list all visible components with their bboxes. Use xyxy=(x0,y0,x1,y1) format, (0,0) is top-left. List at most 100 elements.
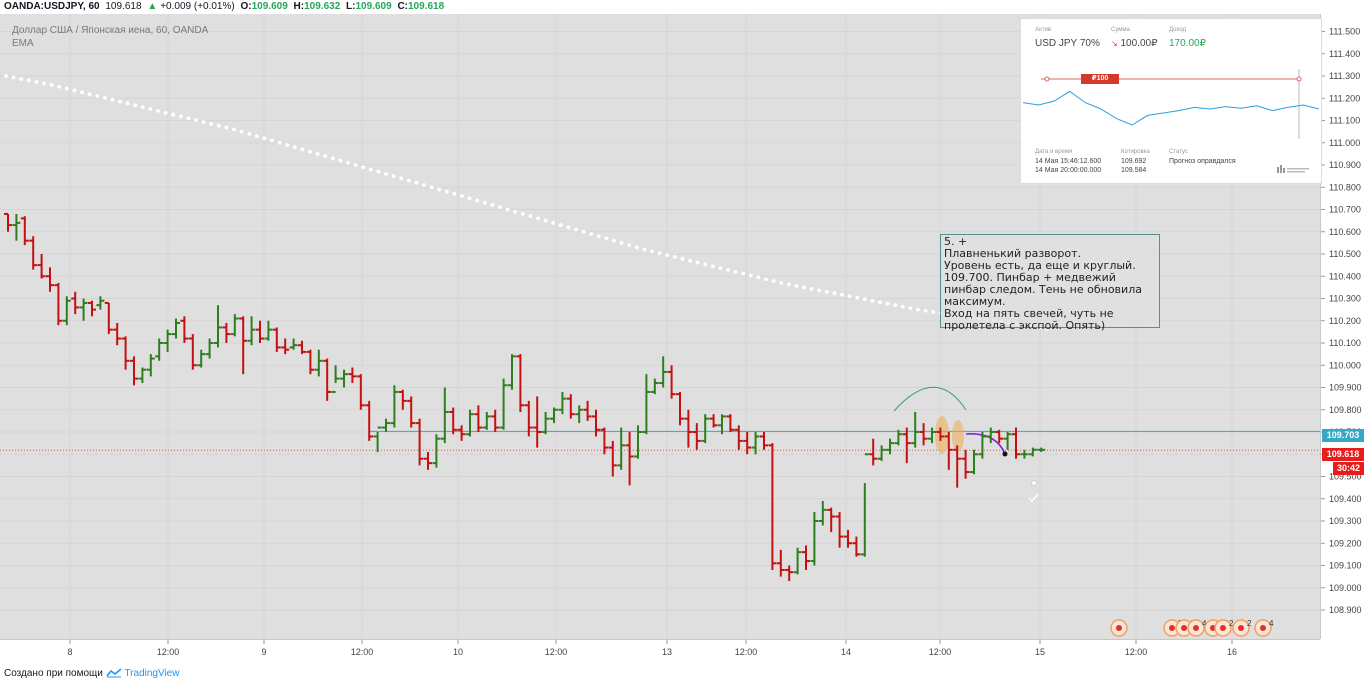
time-axis[interactable]: 8 12:00 9 12:00 10 12:00 13 12:00 14 12:00 15 12:00… xyxy=(0,639,1320,662)
ohlc-bar xyxy=(566,394,575,419)
price-tick-label: 111.500 xyxy=(1329,27,1360,37)
ema-dot xyxy=(308,149,312,154)
ohlc-bar xyxy=(541,411,550,435)
ohlc-bar xyxy=(818,500,827,526)
price-tick-label: 109.200 xyxy=(1329,538,1362,548)
ohlc-bar xyxy=(1003,432,1012,450)
ohlc-bar xyxy=(197,349,206,368)
ohlc-bar xyxy=(1028,447,1037,457)
time-tick-label: 15 xyxy=(1035,647,1045,657)
last-price: 109.618 xyxy=(105,1,142,12)
ema-dot xyxy=(186,116,191,121)
ema-dot xyxy=(49,83,54,87)
ema-dot xyxy=(475,198,480,203)
tradingview-brand[interactable]: TradingView xyxy=(124,668,180,679)
popup-price-line xyxy=(1022,90,1320,126)
ohlc-bar xyxy=(827,507,836,533)
ema-dot xyxy=(505,207,510,212)
ohlc-bar xyxy=(180,316,189,343)
datetime-close: 14 Мая 20:00:00.000 xyxy=(1035,167,1102,174)
ema-dot xyxy=(634,245,639,250)
ema-dot xyxy=(148,107,153,111)
ohlc-bar xyxy=(113,322,122,346)
ohlc-bar xyxy=(751,432,760,455)
footer: Создано при помощи TradingView xyxy=(4,668,179,679)
close-label: C: xyxy=(397,1,408,12)
ohlc-bar xyxy=(407,396,416,428)
time-tick-label: 16 xyxy=(1227,647,1237,657)
ema-dot xyxy=(34,80,39,84)
arrow-down-icon: ↘ xyxy=(1111,39,1118,48)
instrument-title: Доллар США / Японская иена, 60, OANDA xyxy=(12,25,209,36)
tradingview-logo-icon[interactable] xyxy=(106,668,122,678)
ohlc-bar xyxy=(205,338,214,359)
event-count-label: 4 xyxy=(1269,619,1274,628)
ema-dot xyxy=(824,289,829,294)
ema-dot xyxy=(406,178,411,183)
ohlc-bar xyxy=(625,432,634,486)
ohlc-bar xyxy=(659,356,668,388)
quote-close: 109.584 xyxy=(1121,167,1147,174)
ohlc-bar xyxy=(961,449,970,479)
price-axis-svg: 111.500 111.400 111.300 111.200 111.100 111.0… xyxy=(1321,27,1362,615)
price-axis[interactable]: 111.500 111.400 111.300 111.200 111.100 111.0… xyxy=(1320,14,1366,639)
ohlc-bar xyxy=(709,414,718,428)
price-tick-label: 110.900 xyxy=(1329,160,1361,170)
ohlc-bar xyxy=(239,316,248,375)
ema-dot xyxy=(900,304,905,309)
trade-result-popup: Актив USD JPY 70% Сумма ↘ 100.00₽ Доход … xyxy=(1020,18,1322,184)
price-tick-label: 111.200 xyxy=(1329,93,1360,103)
ohlc-bar xyxy=(314,349,323,377)
ema-dot xyxy=(657,251,662,256)
ohlc-bar xyxy=(608,440,617,477)
ema-dot xyxy=(498,205,502,210)
ohlc-bar xyxy=(743,432,752,455)
ema-dot xyxy=(536,216,540,221)
ohlc-bar xyxy=(911,411,920,448)
ema-dot xyxy=(300,147,305,152)
ema-dot xyxy=(26,78,31,83)
price-tick-label: 110.300 xyxy=(1329,294,1361,304)
indicator-label[interactable]: EMA xyxy=(12,38,34,49)
low-value: 109.609 xyxy=(355,1,392,12)
ema-dot xyxy=(399,176,404,181)
ohlc-bar xyxy=(995,429,1004,444)
ohlc-bar xyxy=(466,409,474,437)
ohlc-bar xyxy=(550,407,558,424)
ohlc-bar xyxy=(516,354,525,412)
ohlc-bar xyxy=(986,427,995,444)
datetime-label: Дата и время xyxy=(1035,149,1073,155)
ohlc-bar xyxy=(533,396,542,448)
ema-dot xyxy=(361,165,366,170)
ema-dot xyxy=(429,185,434,190)
ema-dot xyxy=(391,174,396,179)
ema-dot xyxy=(239,129,244,134)
price-tick-label: 109.500 xyxy=(1329,472,1362,482)
symbol-timeframe[interactable]: OANDA:USDJPY, 60 xyxy=(4,1,100,12)
ohlc-bar xyxy=(46,267,54,292)
last-price-tag: 109.618 xyxy=(1322,448,1364,461)
ohlc-bar xyxy=(802,545,810,570)
trade-annotation-note[interactable]: 5. + Плавненький разворот. Уровень есть,… xyxy=(940,234,1160,332)
price-tick-label: 109.300 xyxy=(1329,516,1362,526)
ema-dot xyxy=(95,94,100,98)
ohlc-bar xyxy=(869,438,878,466)
asset-label: Актив xyxy=(1035,27,1051,33)
ohlc-bar xyxy=(474,405,483,432)
time-tick-label: 8 xyxy=(67,647,72,657)
ohlc-bar xyxy=(390,385,399,428)
reversal-arc xyxy=(893,386,967,412)
ohlc-bar xyxy=(634,425,642,459)
ema-dot xyxy=(665,253,670,258)
ohlc-bar xyxy=(684,409,693,448)
ohlc-bar xyxy=(247,316,256,346)
ohlc-bar xyxy=(760,432,768,450)
ohlc-bar xyxy=(272,327,281,352)
ema-dot xyxy=(346,160,350,165)
ohlc-bar xyxy=(852,536,861,557)
ohlc-bar xyxy=(1020,449,1029,459)
ema-dot xyxy=(171,112,176,117)
quote-open: 109.692 xyxy=(1121,158,1147,165)
ohlc-bar xyxy=(365,400,374,441)
ohlc-bar xyxy=(138,367,147,384)
